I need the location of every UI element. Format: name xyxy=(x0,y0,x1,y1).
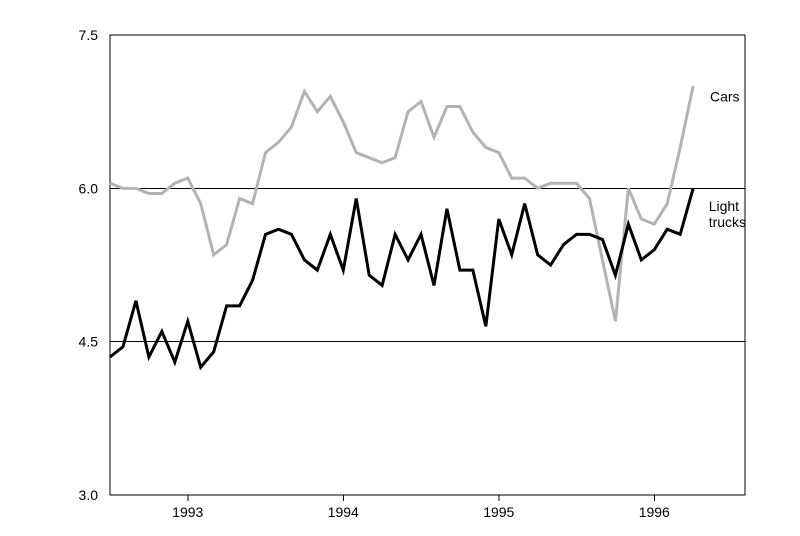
y-tick-label: 4.5 xyxy=(79,334,99,350)
series-label-light_trucks: Lighttrucks xyxy=(709,198,746,230)
y-tick-label: 3.0 xyxy=(79,487,99,503)
series-cars xyxy=(110,86,693,321)
y-tick-label: 6.0 xyxy=(79,180,99,196)
x-tick-label: 1996 xyxy=(639,504,670,520)
series-label-cars: Cars xyxy=(710,88,740,104)
x-tick-label: 1994 xyxy=(328,504,359,520)
x-tick-label: 1993 xyxy=(172,504,203,520)
chart-container: 3.0 4.5 6.0 7.5 1993 1994 1995 1996 Cars Lighttru… xyxy=(0,0,800,536)
y-tick-label: 7.5 xyxy=(79,27,99,43)
x-tick-label: 1995 xyxy=(483,504,514,520)
line-chart: 3.0 4.5 6.0 7.5 1993 1994 1995 1996 Cars Lighttru… xyxy=(0,0,800,536)
